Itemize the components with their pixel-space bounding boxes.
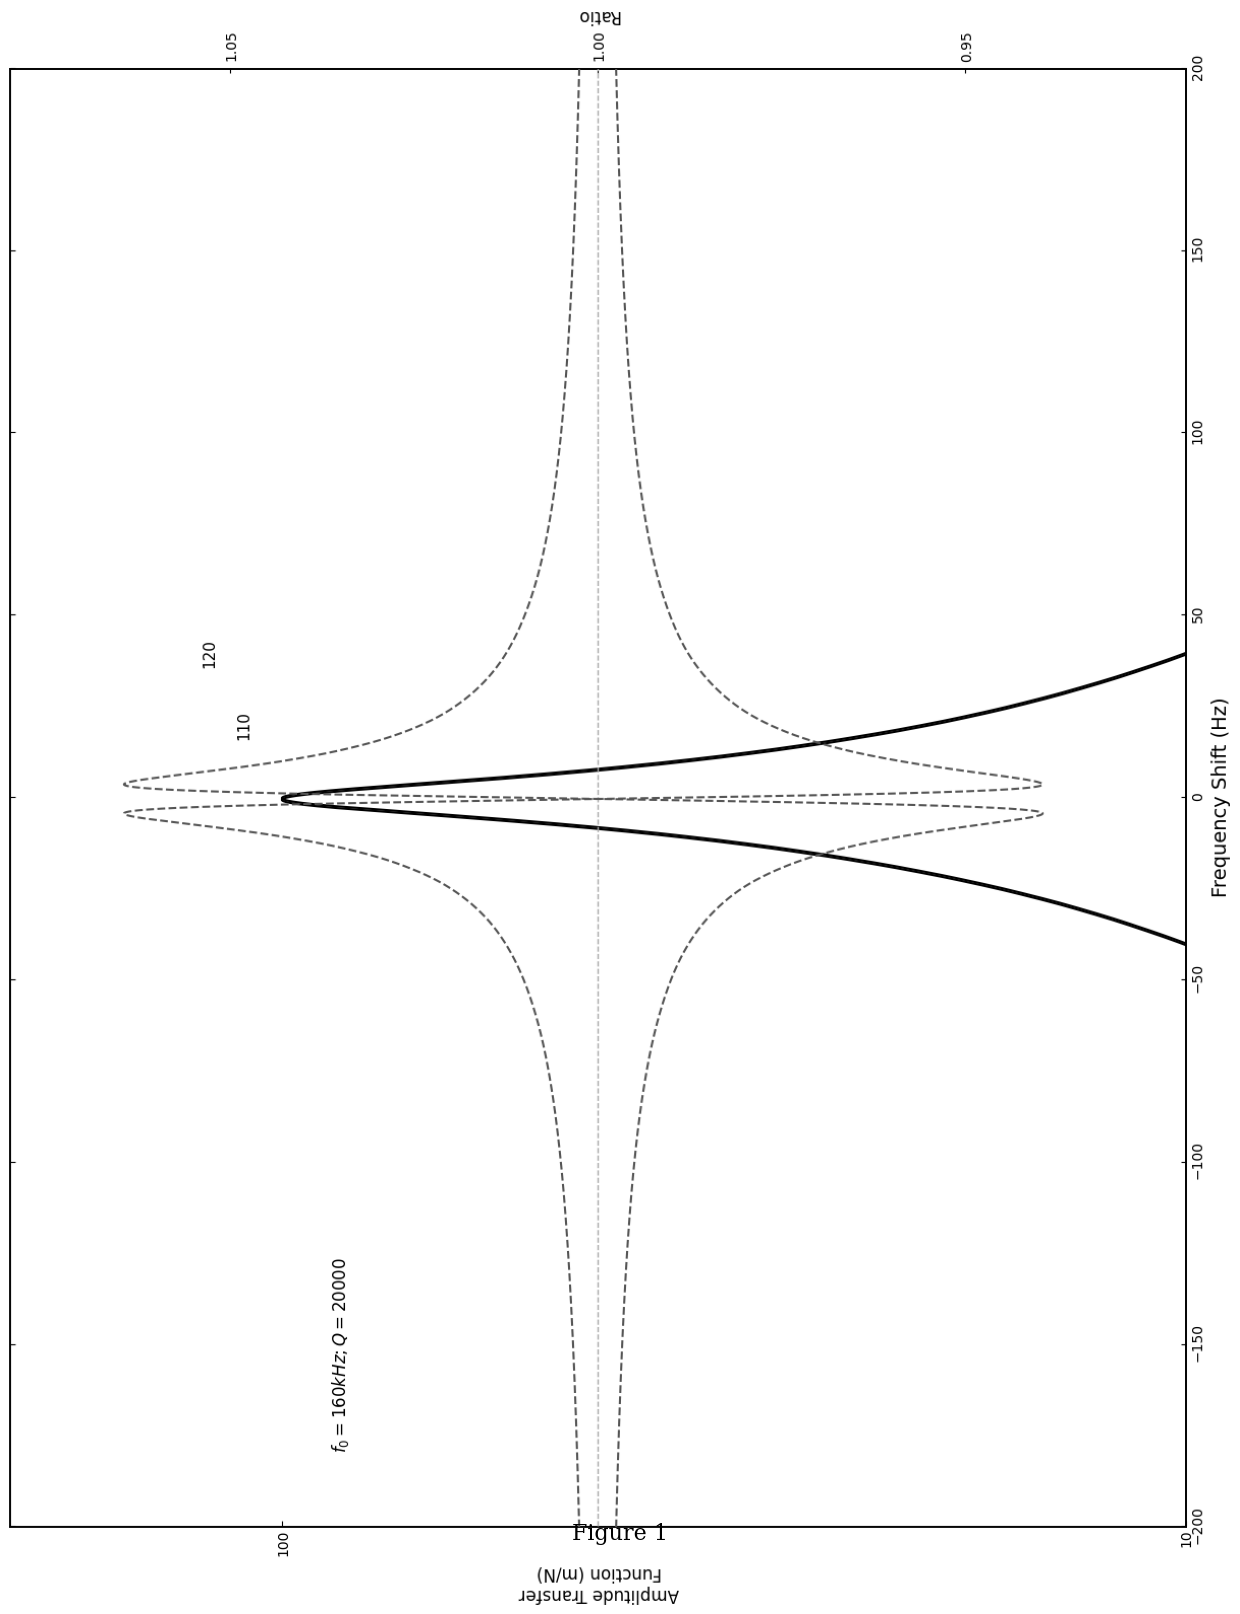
Text: Figure 1: Figure 1 bbox=[572, 1522, 668, 1545]
